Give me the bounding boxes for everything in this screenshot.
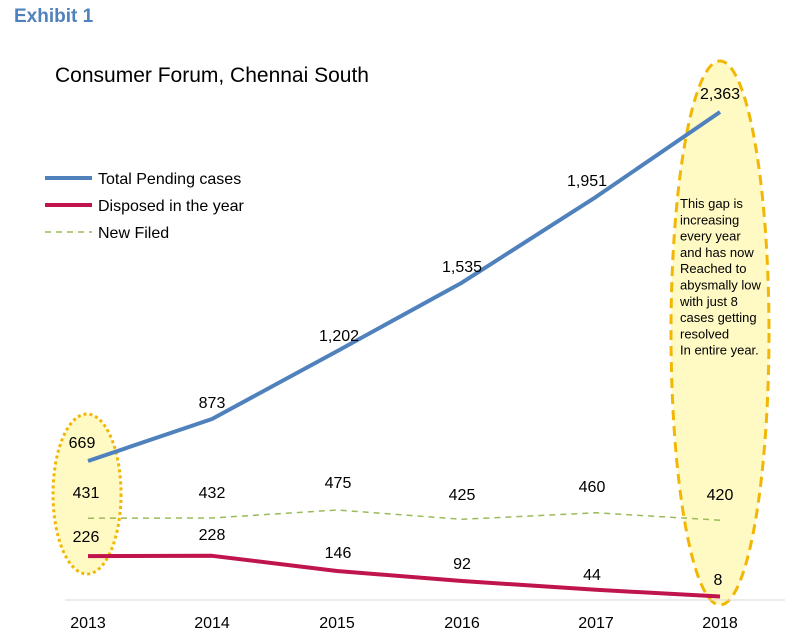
data-label-s2-3: 425 <box>449 487 476 504</box>
legend-label-1: Disposed in the year <box>98 198 245 215</box>
note-line-3: and has now <box>680 245 754 260</box>
legend-label-2: New Filed <box>98 225 169 242</box>
note-line-1: increasing <box>680 212 739 227</box>
data-label-s1-4: 44 <box>583 567 601 584</box>
x-tick-label-0: 2013 <box>70 615 106 632</box>
note-line-6: with just 8 <box>679 294 738 309</box>
note-line-2: every year <box>680 229 741 244</box>
data-label-s2-0: 431 <box>73 485 100 502</box>
data-label-s0-4: 1,951 <box>567 173 607 190</box>
note-line-7: cases getting <box>680 310 757 325</box>
x-tick-label-5: 2018 <box>702 615 738 632</box>
data-label-s1-0: 226 <box>73 529 100 546</box>
series-line-2 <box>87 509 721 521</box>
series-line-0 <box>87 110 722 463</box>
chart-title: Consumer Forum, Chennai South <box>55 64 369 87</box>
chart-legend: Total Pending cases Disposed in the year N… <box>45 171 245 242</box>
data-label-s1-5: 8 <box>714 572 723 589</box>
data-label-s1-1: 228 <box>199 527 226 544</box>
x-tick-label-2: 2015 <box>319 615 355 632</box>
x-axis-ticks: 2013 2014 2015 2016 2017 2018 <box>70 615 738 632</box>
highlight-ellipse-2018 <box>669 59 771 607</box>
series-layer: 669 873 1,202 1,535 1,951 2,363 226 228 146 92 44 8… <box>69 86 740 599</box>
note-line-5: abysmally low <box>680 278 762 293</box>
highlight-layer <box>51 59 771 607</box>
legend-label-0: Total Pending cases <box>98 171 241 188</box>
note-line-9: In entire year. <box>680 343 759 358</box>
x-tick-label-3: 2016 <box>444 615 480 632</box>
x-tick-label-4: 2017 <box>578 615 614 632</box>
note-line-4: Reached to <box>680 261 747 276</box>
note-line-8: resolved <box>680 326 729 341</box>
data-label-s0-1: 873 <box>199 395 226 412</box>
data-label-s0-3: 1,535 <box>442 259 482 276</box>
data-label-s2-1: 432 <box>199 485 226 502</box>
data-label-s0-5: 2,363 <box>700 86 740 103</box>
data-label-s0-0: 669 <box>69 435 96 452</box>
x-tick-label-1: 2014 <box>194 615 230 632</box>
series-line-1 <box>87 553 721 599</box>
note-line-0: This gap is <box>680 196 743 211</box>
data-label-s2-2: 475 <box>325 475 352 492</box>
data-label-s1-2: 146 <box>325 545 352 562</box>
exhibit-label: Exhibit 1 <box>14 6 94 27</box>
data-label-s2-5: 420 <box>707 487 734 504</box>
data-label-s0-2: 1,202 <box>319 328 359 345</box>
data-label-s1-3: 92 <box>453 556 471 573</box>
data-label-s2-4: 460 <box>579 479 606 496</box>
